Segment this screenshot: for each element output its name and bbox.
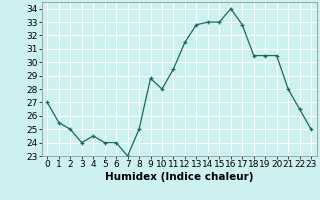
X-axis label: Humidex (Indice chaleur): Humidex (Indice chaleur) [105, 172, 253, 182]
